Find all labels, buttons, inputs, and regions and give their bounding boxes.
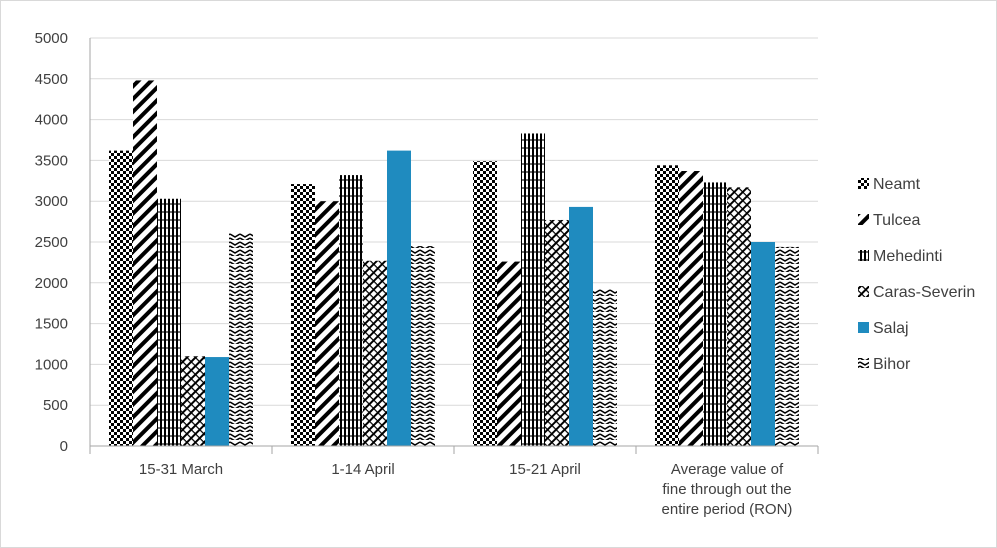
bar-neamt bbox=[473, 161, 497, 446]
bar-bihor bbox=[593, 289, 617, 446]
bar-mehedinti bbox=[339, 175, 363, 446]
y-tick-label: 0 bbox=[60, 438, 68, 455]
bar-caras-severin bbox=[727, 187, 751, 446]
bar-mehedinti bbox=[521, 133, 545, 447]
bar-mehedinti bbox=[157, 198, 181, 446]
legend-label: Bihor bbox=[873, 356, 911, 373]
y-tick-label: 1000 bbox=[35, 356, 68, 373]
y-tick-label: 1500 bbox=[35, 316, 68, 333]
legend-swatch-tulcea bbox=[858, 214, 869, 225]
legend-swatch-caras-severin bbox=[858, 286, 869, 297]
bar-tulcea bbox=[497, 261, 521, 446]
x-tick-label: 1-14 April bbox=[331, 461, 394, 478]
bar-bihor bbox=[411, 246, 435, 446]
bar-caras-severin bbox=[545, 219, 569, 446]
legend-swatch-mehedinti bbox=[858, 250, 869, 261]
legend-swatch-salaj bbox=[858, 322, 869, 333]
bar-tulcea bbox=[133, 80, 157, 446]
y-tick-label: 4500 bbox=[35, 71, 68, 88]
bar-bihor bbox=[775, 246, 799, 446]
bars bbox=[109, 80, 799, 447]
legend-label: Tulcea bbox=[873, 212, 921, 229]
bar-neamt bbox=[655, 165, 679, 446]
y-tick-label: 2000 bbox=[35, 275, 68, 292]
legend-swatch-bihor bbox=[858, 358, 869, 369]
y-tick-label: 5000 bbox=[35, 30, 68, 47]
legend-label: Neamt bbox=[873, 176, 921, 193]
legend-label: Caras-Severin bbox=[873, 284, 975, 301]
y-tick-label: 3000 bbox=[35, 193, 68, 210]
x-tick-labels: 15-31 March 1-14 April 15-21 April Average … bbox=[139, 461, 793, 518]
bar-salaj bbox=[205, 357, 229, 446]
bar-neamt bbox=[291, 184, 315, 446]
bar-mehedinti bbox=[703, 182, 727, 446]
bar-caras-severin bbox=[363, 260, 387, 446]
x-tick-label: 15-21 April bbox=[509, 461, 581, 478]
x-tick-label: Average value of fine through out the enti… bbox=[662, 461, 793, 518]
legend-swatch-neamt bbox=[858, 178, 869, 189]
bar-salaj bbox=[387, 150, 411, 446]
x-tick-label: 15-31 March bbox=[139, 461, 223, 478]
bar-tulcea bbox=[679, 171, 703, 446]
y-tick-label: 500 bbox=[43, 397, 68, 414]
legend-label: Salaj bbox=[873, 320, 909, 337]
bar-neamt bbox=[109, 150, 133, 446]
y-tick-label: 2500 bbox=[35, 234, 68, 251]
y-tick-labels: 0 500 1000 1500 2000 2500 3000 3500 4000 4500 5000 bbox=[35, 30, 68, 455]
bar-tulcea bbox=[315, 201, 339, 446]
legend-label: Mehedinti bbox=[873, 248, 942, 265]
bar-caras-severin bbox=[181, 356, 205, 446]
bar-bihor bbox=[229, 233, 253, 446]
bar-salaj bbox=[751, 242, 775, 446]
axes bbox=[89, 38, 819, 454]
legend: Neamt Tulcea Mehedinti Caras-Severin Salaj Bi… bbox=[858, 176, 975, 373]
y-tick-label: 3500 bbox=[35, 152, 68, 169]
bar-salaj bbox=[569, 206, 593, 446]
y-tick-label: 4000 bbox=[35, 112, 68, 129]
